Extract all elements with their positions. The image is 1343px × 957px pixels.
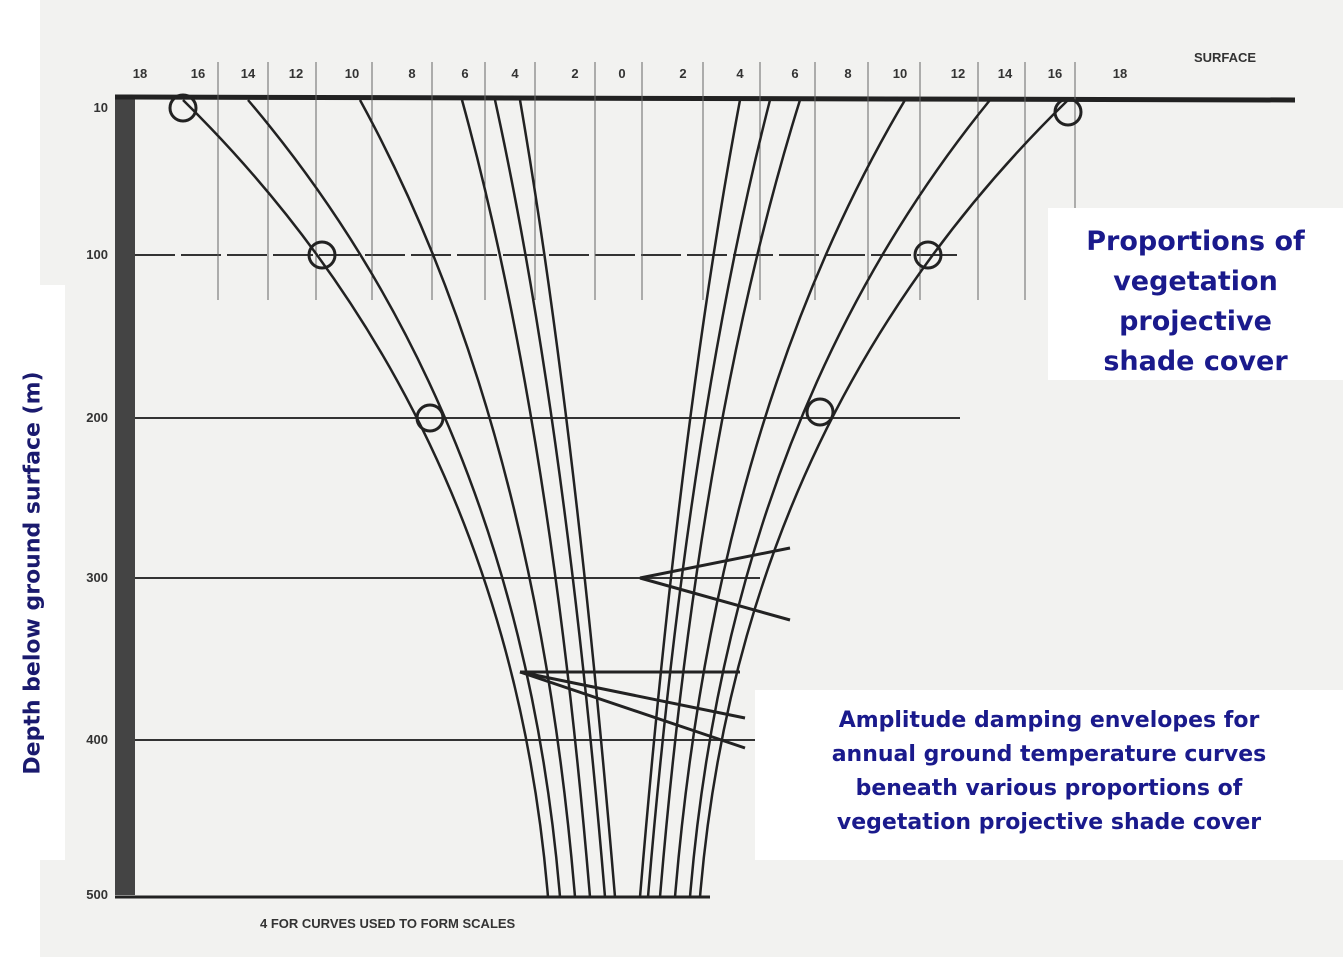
- page: {"figure": { "scale_labels": ["18", "16"…: [0, 0, 1343, 957]
- axis-label-box: Depth below ground surface (m): [0, 285, 65, 860]
- scale-label: 10: [345, 66, 359, 81]
- scale-label: 18: [133, 66, 147, 81]
- surface-line: [115, 97, 1295, 100]
- scale-label: 4: [736, 66, 744, 81]
- axis-label: Depth below ground surface (m): [20, 371, 45, 774]
- depth-label: 10: [94, 100, 108, 115]
- scale-label: 6: [461, 66, 468, 81]
- depth-label: 200: [86, 410, 108, 425]
- scale-label: 14: [241, 66, 256, 81]
- note-line: shade cover: [1048, 342, 1343, 382]
- depth-label: 100: [86, 247, 108, 262]
- scale-label: 2: [679, 66, 686, 81]
- scale-label: 12: [951, 66, 965, 81]
- scale-label: 16: [1048, 66, 1062, 81]
- surface-label: SURFACE: [1194, 50, 1256, 65]
- depth-label: 400: [86, 732, 108, 747]
- scale-label: 0: [618, 66, 625, 81]
- scale-label: 18: [1113, 66, 1127, 81]
- note-line: projective: [1048, 302, 1343, 342]
- scale-label: 2: [571, 66, 578, 81]
- scale-label: 6: [791, 66, 798, 81]
- scale-label: 16: [191, 66, 205, 81]
- depth-label: 300: [86, 570, 108, 585]
- note-line: Proportions of: [1048, 222, 1343, 262]
- body: SURFACE 4 FOR CURVES USED TO FORM SCALES…: [0, 0, 1343, 957]
- depth-label: 500: [86, 887, 108, 902]
- note-line: vegetation projective shade cover: [755, 806, 1343, 840]
- scale-label: 8: [844, 66, 851, 81]
- scale-label: 10: [893, 66, 907, 81]
- note-line: beneath various proportions of: [755, 772, 1343, 806]
- note-line: vegetation: [1048, 262, 1343, 302]
- scale-label: 12: [289, 66, 303, 81]
- depth-bar: [115, 95, 135, 895]
- scale-label: 4: [511, 66, 519, 81]
- scale-label: 14: [998, 66, 1013, 81]
- note-line: annual ground temperature curves: [755, 738, 1343, 772]
- note-line: Amplitude damping envelopes for: [755, 704, 1343, 738]
- scale-label: 8: [408, 66, 415, 81]
- caption: 4 FOR CURVES USED TO FORM SCALES: [260, 916, 516, 931]
